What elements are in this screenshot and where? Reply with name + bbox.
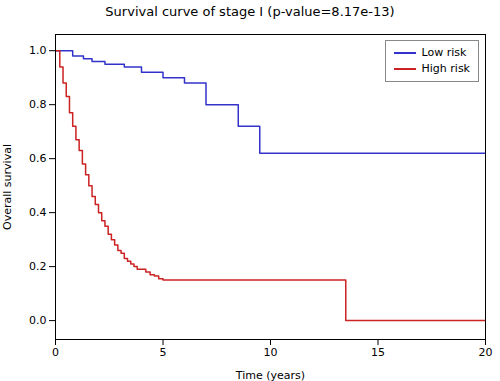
svg-text:15: 15	[371, 346, 385, 359]
svg-text:Overall survival: Overall survival	[1, 144, 14, 230]
svg-text:1.0: 1.0	[29, 44, 47, 57]
html-text:Low risk: Low risk	[421, 46, 467, 59]
svg-text:0.4: 0.4	[29, 206, 47, 219]
svg-text:20: 20	[479, 346, 493, 359]
svg-text:Time (years): Time (years)	[235, 369, 305, 381]
svg-text:0.2: 0.2	[29, 260, 47, 273]
html-text:Survival curve of stage I (p-v: Survival curve of stage I (p-value=8.17e…	[105, 4, 395, 19]
svg-text:0.8: 0.8	[29, 98, 47, 111]
svg-text:0: 0	[52, 346, 59, 359]
svg-text:5: 5	[160, 346, 167, 359]
svg-text:10: 10	[264, 346, 278, 359]
html-text:High risk: High risk	[421, 62, 470, 75]
svg-text:0.0: 0.0	[29, 314, 47, 327]
svg-text:0.6: 0.6	[29, 152, 47, 165]
